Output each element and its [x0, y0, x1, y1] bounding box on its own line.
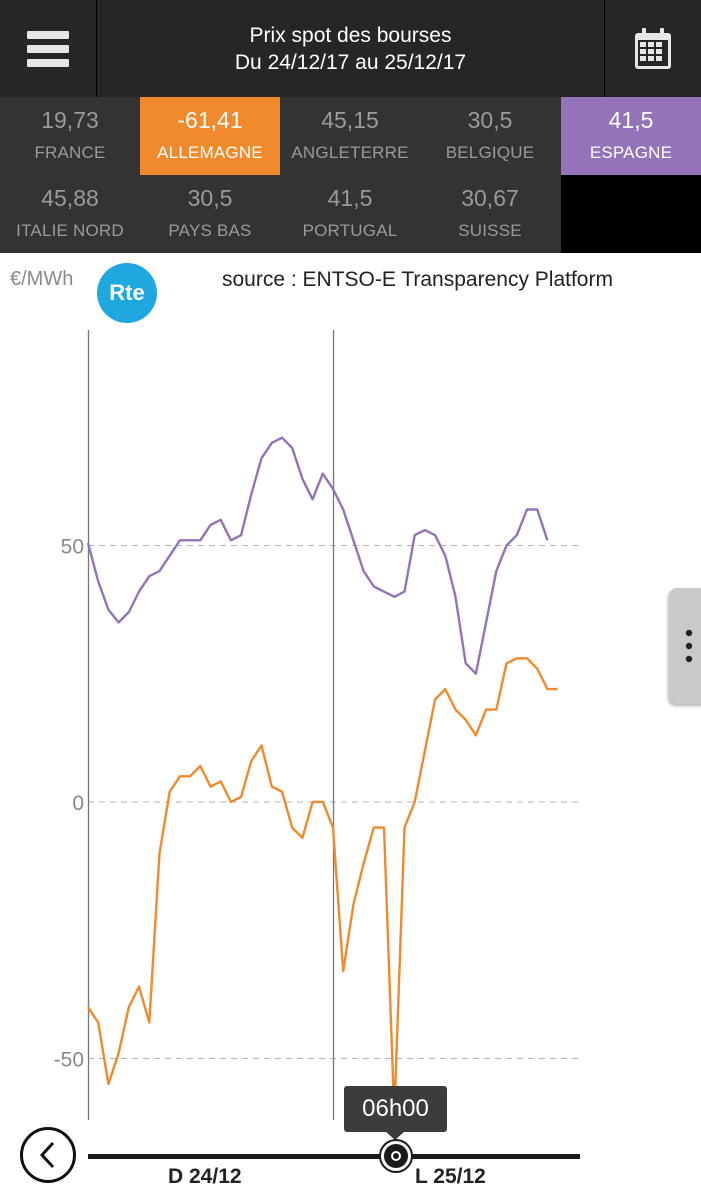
day-label-1: D 24/12 [168, 1165, 242, 1188]
rte-logo: Rte [97, 263, 157, 323]
price-value: 41,5 [327, 185, 373, 211]
unit-label: €/MWh [10, 268, 74, 290]
country-name: BELGIQUE [445, 143, 535, 162]
country-name: PORTUGAL [302, 221, 398, 240]
country-name: ITALIE NORD [16, 221, 124, 240]
title-line-2: Du 24/12/17 au 25/12/17 [234, 50, 467, 74]
timeline-slider-knob[interactable] [381, 1141, 411, 1171]
source-label: source : ENTSO-E Transparency Platform [222, 268, 613, 291]
price-value: 30,67 [461, 185, 519, 211]
hamburger-menu-icon [27, 30, 69, 67]
side-panel-handle[interactable] [669, 588, 701, 704]
price-value: -61,41 [177, 107, 243, 133]
country-name: PAYS BAS [168, 221, 252, 240]
country-portugal[interactable]: 41,5 PORTUGAL [280, 175, 420, 253]
country-name: SUISSE [458, 221, 522, 240]
country-angleterre[interactable]: 45,15 ANGLETERRE [280, 97, 420, 175]
back-button[interactable] [20, 1127, 76, 1183]
country-allemagne[interactable]: -61,41 ALLEMAGNE [140, 97, 280, 175]
series-line-allemagne [86, 657, 558, 1117]
calendar-button[interactable] [604, 0, 701, 97]
time-tooltip: 06h00 [344, 1086, 447, 1132]
title-line-1: Prix spot des bourses [249, 23, 452, 47]
y-tick-label: 0 [72, 792, 84, 815]
price-value: 19,73 [41, 107, 99, 133]
price-chart[interactable]: 50 0 -50 [0, 320, 701, 1120]
chevron-left-icon [39, 1141, 55, 1169]
country-name: ANGLETERRE [291, 143, 409, 162]
country-espagne[interactable]: 41,5 ESPAGNE [561, 97, 701, 175]
day-label-2: L 25/12 [415, 1165, 486, 1188]
country-suisse[interactable]: 30,67 SUISSE [420, 175, 560, 253]
price-value: 30,5 [467, 107, 513, 133]
chart-series [86, 436, 558, 1117]
country-name: ALLEMAGNE [157, 143, 263, 162]
tooltip-arrow [385, 1131, 405, 1140]
series-line-espagne [86, 436, 549, 675]
knob-inner [391, 1151, 401, 1161]
price-value: 45,15 [321, 107, 379, 133]
country-name: ESPAGNE [589, 143, 673, 162]
country-italie-nord[interactable]: 45,88 ITALIE NORD [0, 175, 140, 253]
country-grid: 19,73 FRANCE -61,41 ALLEMAGNE 45,15 ANGL… [0, 97, 701, 253]
price-value: 41,5 [608, 107, 654, 133]
app-header: Prix spot des bourses Du 24/12/17 au 25/… [0, 0, 701, 97]
menu-button[interactable] [0, 0, 97, 97]
price-value: 30,5 [187, 185, 233, 211]
y-tick-label: 50 [61, 535, 84, 558]
calendar-icon [635, 27, 671, 69]
y-tick-label: -50 [54, 1048, 84, 1071]
country-pays-bas[interactable]: 30,5 PAYS BAS [140, 175, 280, 253]
y-axis-ticks: 50 0 -50 [54, 535, 84, 1071]
rte-logo-text: Rte [109, 280, 145, 305]
page-title: Prix spot des bourses Du 24/12/17 au 25/… [97, 0, 604, 97]
country-name: FRANCE [34, 143, 106, 162]
country-france[interactable]: 19,73 FRANCE [0, 97, 140, 175]
country-belgique[interactable]: 30,5 BELGIQUE [420, 97, 560, 175]
day-markers [87, 330, 335, 1120]
price-value: 45,88 [41, 185, 99, 211]
timeline-track[interactable] [88, 1154, 580, 1159]
more-vertical-icon [685, 629, 693, 663]
empty-cell [561, 175, 701, 253]
knob-center [393, 1153, 399, 1159]
